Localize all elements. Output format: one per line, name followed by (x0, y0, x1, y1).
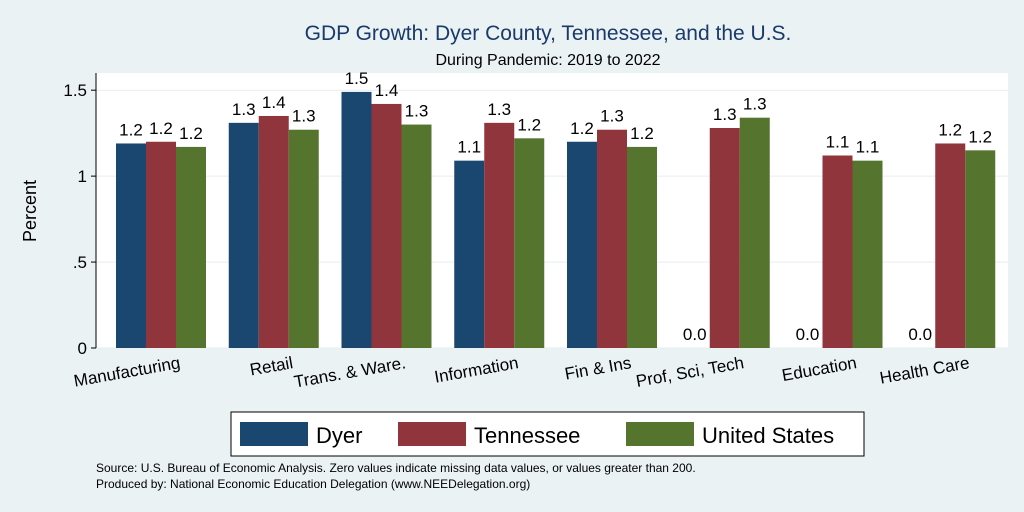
value-label-united-states-trans-ware: 1.3 (405, 102, 429, 121)
value-label-tennessee-retail: 1.4 (262, 93, 286, 112)
value-label-united-states-retail: 1.3 (292, 107, 316, 126)
legend-label-dyer: Dyer (316, 423, 362, 448)
legend-box (230, 411, 865, 457)
x-tick-label-health-care: Health Care (878, 353, 971, 387)
value-label-tennessee-fin-ins: 1.3 (600, 107, 624, 126)
value-label-tennessee-health-care: 1.2 (938, 120, 962, 139)
value-label-united-states-prof-sci-tech: 1.3 (743, 95, 767, 114)
bars (116, 91, 996, 348)
bar-dyer-retail (228, 122, 259, 348)
bar-dyer-fin-ins (567, 141, 597, 348)
value-label-tennessee-manufacturing: 1.2 (149, 119, 173, 138)
value-label-united-states-health-care: 1.2 (968, 127, 992, 146)
value-label-dyer-retail: 1.3 (232, 100, 256, 119)
bar-united-states-prof-sci-tech (739, 117, 770, 348)
y-tick-label: 1 (78, 167, 87, 186)
bar-tennessee-information (484, 122, 515, 348)
value-label-tennessee-trans-ware: 1.4 (375, 81, 399, 100)
bar-united-states-manufacturing (176, 146, 206, 348)
bar-tennessee-manufacturing (146, 141, 176, 348)
bar-dyer-trans-ware (341, 91, 372, 348)
value-label-dyer-prof-sci-tech: 0.0 (683, 325, 707, 344)
value-label-dyer-education: 0.0 (796, 325, 820, 344)
legend-swatch-tennessee (398, 422, 466, 446)
bar-united-states-retail (288, 129, 319, 348)
x-tick-label-prof-sci-tech: Prof, Sci, Tech (635, 353, 746, 391)
value-label-dyer-fin-ins: 1.2 (570, 119, 594, 138)
x-tick-label-manufacturing: Manufacturing (72, 353, 181, 390)
y-tick-label: 1.5 (63, 81, 87, 100)
legend-label-united-states: United States (702, 423, 834, 448)
value-label-dyer-information: 1.1 (457, 138, 481, 157)
value-label-tennessee-prof-sci-tech: 1.3 (713, 105, 737, 124)
value-labels: 1.2 1.2 1.2 1.3 1.4 1.3 1.5 1.4 1.3 1.1 1.3 1.2 1.2 1… (119, 69, 992, 344)
legend: Dyer Tennessee United States (230, 411, 865, 457)
value-label-tennessee-information: 1.3 (487, 100, 511, 119)
legend-label-tennessee: Tennessee (474, 423, 580, 448)
y-axis-ticks: 0 .5 1 1.5 (63, 81, 96, 358)
x-tick-label-trans-ware: Trans. & Ware. (293, 353, 408, 391)
value-label-united-states-education: 1.1 (856, 138, 880, 157)
value-label-tennessee-education: 1.1 (826, 133, 850, 152)
source-note: Source: U.S. Bureau of Economic Analysis… (96, 461, 696, 475)
value-label-united-states-fin-ins: 1.2 (630, 124, 654, 143)
bar-tennessee-health-care (935, 143, 966, 348)
legend-swatch-dyer (240, 422, 308, 446)
y-tick-label: .5 (73, 253, 87, 272)
value-label-dyer-health-care: 0.0 (908, 325, 932, 344)
x-tick-label-fin-ins: Fin & Ins (563, 353, 632, 383)
chart-title: GDP Growth: Dyer County, Tennessee, and … (305, 22, 792, 45)
bar-dyer-manufacturing (116, 143, 146, 348)
value-label-united-states-information: 1.2 (517, 115, 541, 134)
bar-united-states-information (514, 138, 545, 348)
bar-dyer-information (454, 160, 485, 348)
bar-tennessee-trans-ware (371, 103, 402, 348)
x-tick-label-retail: Retail (248, 353, 294, 379)
x-tick-label-information: Information (433, 353, 520, 386)
value-label-dyer-trans-ware: 1.5 (345, 69, 369, 88)
bar-tennessee-prof-sci-tech (709, 128, 740, 348)
bar-tennessee-education (822, 155, 853, 348)
y-tick-label: 0 (78, 339, 87, 358)
x-tick-label-education: Education (780, 353, 858, 385)
produced-by-note: Produced by: National Economic Education… (96, 477, 530, 491)
value-label-united-states-manufacturing: 1.2 (179, 124, 203, 143)
bar-tennessee-retail (258, 115, 289, 348)
bar-united-states-health-care (965, 150, 996, 348)
chart-subtitle: During Pandemic: 2019 to 2022 (435, 52, 660, 69)
value-label-dyer-manufacturing: 1.2 (119, 120, 143, 139)
bar-united-states-education (852, 160, 883, 348)
bar-united-states-trans-ware (401, 124, 432, 348)
legend-swatch-united-states (626, 422, 694, 446)
bar-united-states-fin-ins (627, 146, 657, 348)
bar-tennessee-fin-ins (597, 129, 627, 348)
y-axis-label: Percent (20, 180, 40, 242)
